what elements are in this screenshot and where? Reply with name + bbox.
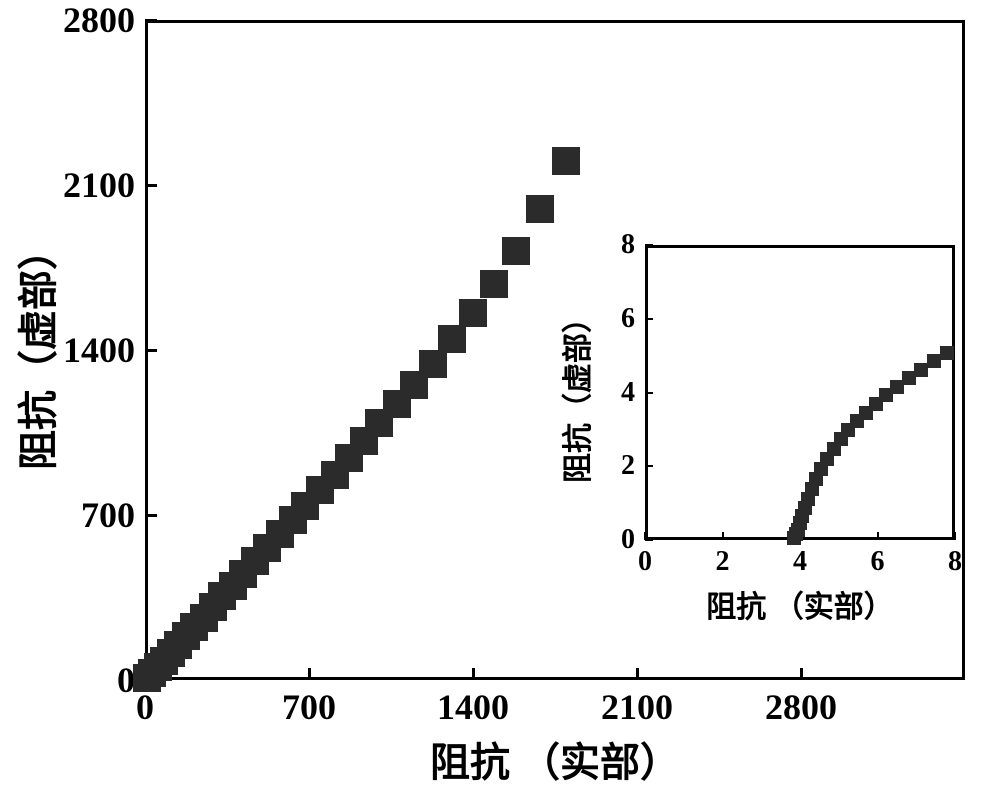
inset-data-marker bbox=[927, 354, 941, 368]
inset-ytick bbox=[645, 318, 653, 320]
inset-x-axis-label: 阻抗 （实部） bbox=[706, 582, 894, 626]
inset-xtick bbox=[877, 532, 879, 540]
main-x-axis-label: 阻抗 （实部） bbox=[430, 730, 680, 788]
main-yticklabel: 700 bbox=[81, 494, 135, 536]
main-xticklabel: 1400 bbox=[437, 686, 509, 728]
main-data-marker bbox=[459, 299, 487, 327]
main-xticklabel: 0 bbox=[136, 686, 154, 728]
main-ytick bbox=[145, 349, 157, 352]
main-ytick bbox=[145, 19, 157, 22]
inset-y-axis-label: 阻抗（虚部） bbox=[553, 303, 597, 483]
main-yticklabel: 1400 bbox=[63, 329, 135, 371]
inset-yticklabel: 6 bbox=[621, 303, 635, 335]
main-xtick bbox=[308, 668, 311, 680]
main-xtick bbox=[472, 668, 475, 680]
inset-data-marker bbox=[940, 346, 954, 360]
main-data-marker bbox=[526, 195, 554, 223]
main-xticklabel: 700 bbox=[282, 686, 336, 728]
main-ytick bbox=[145, 514, 157, 517]
inset-yticklabel: 4 bbox=[621, 377, 635, 409]
main-data-marker bbox=[502, 237, 530, 265]
main-xticklabel: 2100 bbox=[601, 686, 673, 728]
main-ytick bbox=[145, 184, 157, 187]
main-y-axis-label: 阻抗（虚部） bbox=[6, 230, 64, 470]
inset-yticklabel: 0 bbox=[621, 524, 635, 556]
inset-xticklabel: 2 bbox=[716, 546, 730, 578]
main-xtick bbox=[636, 668, 639, 680]
inset-ytick bbox=[645, 539, 653, 541]
inset-xticklabel: 0 bbox=[638, 546, 652, 578]
inset-xtick bbox=[722, 532, 724, 540]
figure: 阻抗 （实部） 阻抗（虚部） 0700140021002800070014002… bbox=[0, 0, 1000, 808]
main-data-marker bbox=[480, 270, 508, 298]
main-data-marker bbox=[552, 147, 580, 175]
main-data-marker bbox=[419, 350, 447, 378]
main-xtick bbox=[800, 668, 803, 680]
inset-ytick bbox=[645, 244, 653, 246]
main-data-marker bbox=[438, 325, 466, 353]
main-yticklabel: 2800 bbox=[63, 0, 135, 41]
inset-ytick bbox=[645, 465, 653, 467]
main-xticklabel: 2800 bbox=[765, 686, 837, 728]
main-yticklabel: 0 bbox=[117, 659, 135, 701]
inset-xticklabel: 6 bbox=[871, 546, 885, 578]
inset-xticklabel: 8 bbox=[948, 546, 962, 578]
main-yticklabel: 2100 bbox=[63, 164, 135, 206]
inset-yticklabel: 8 bbox=[621, 229, 635, 261]
inset-ytick bbox=[645, 392, 653, 394]
inset-yticklabel: 2 bbox=[621, 450, 635, 482]
inset-xticklabel: 4 bbox=[793, 546, 807, 578]
inset-xtick bbox=[954, 532, 956, 540]
